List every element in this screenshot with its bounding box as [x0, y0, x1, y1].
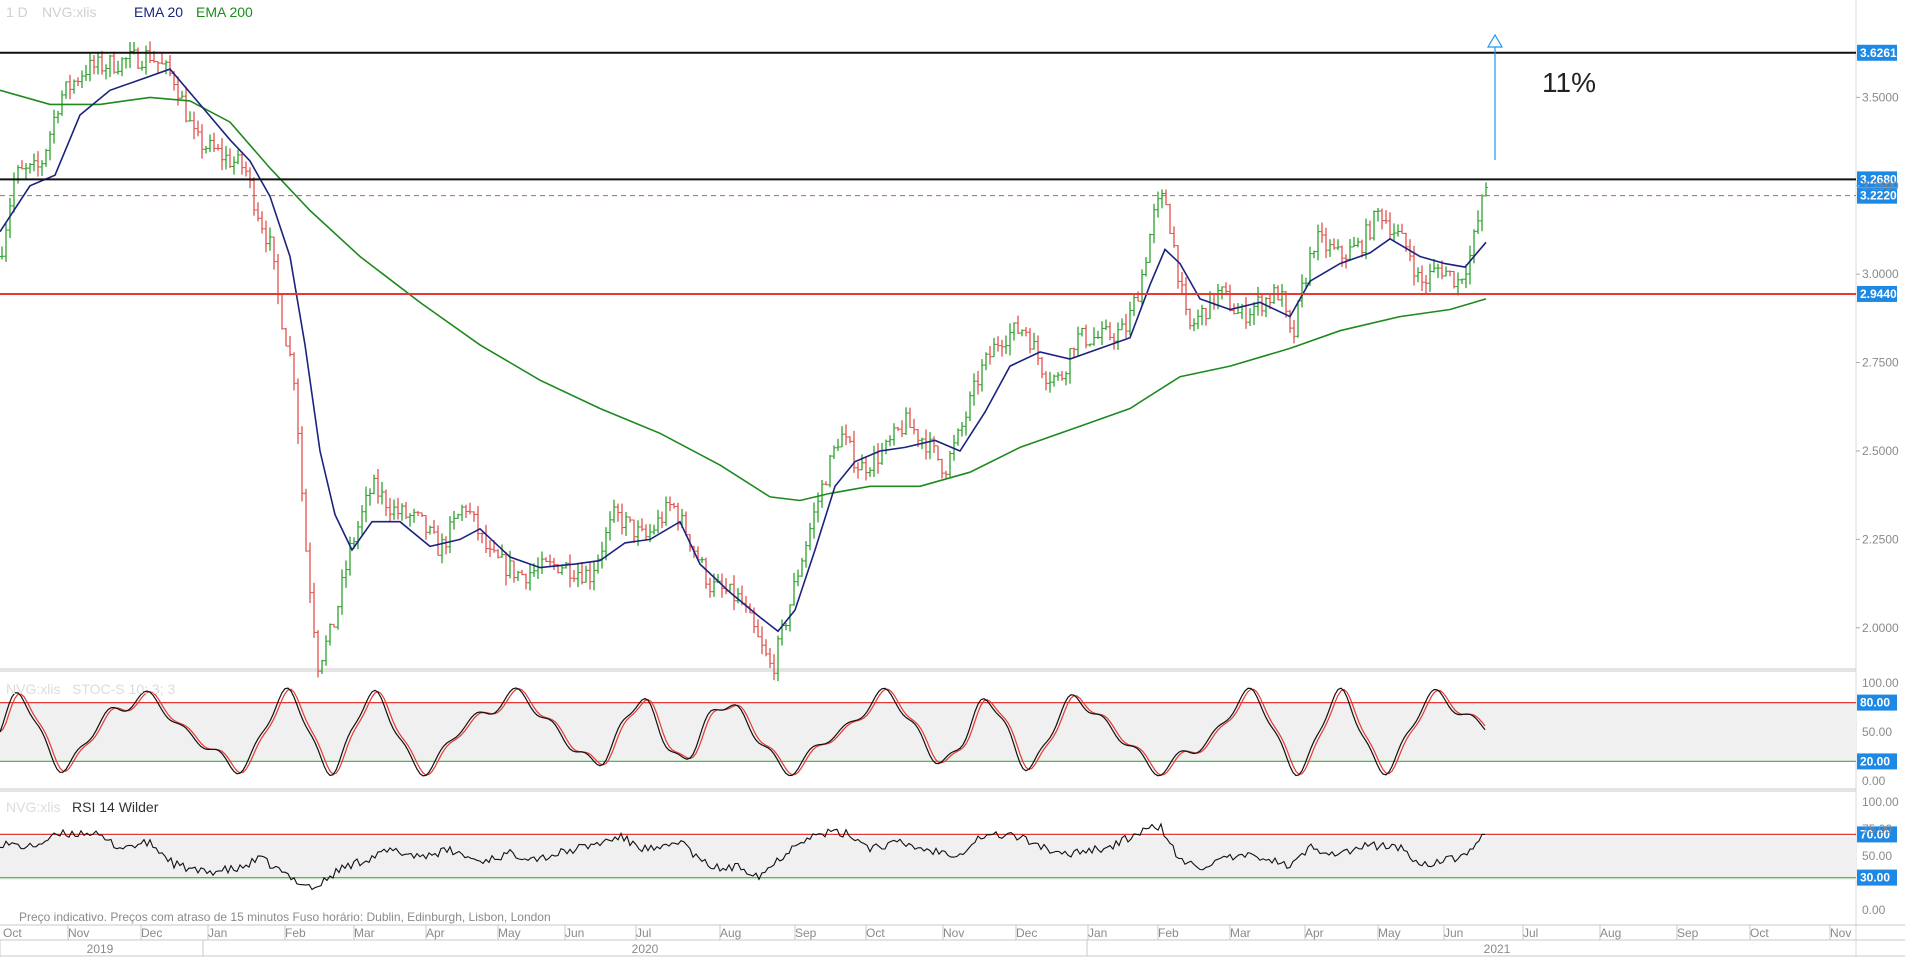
- price-tick-label: 2.0000: [1862, 621, 1899, 635]
- stoch-tick-label: 50.00: [1862, 725, 1892, 739]
- ema200-line: [0, 89, 1487, 502]
- rsi-badge: [1857, 869, 1897, 886]
- level-badge: [1857, 44, 1897, 61]
- rsi-panel: 70.00 30.00 100.00 75.00 50.00 0.00: [0, 795, 1899, 917]
- price-tick-label: 2.7500: [1862, 356, 1899, 370]
- rsi-badge-label: 70.00: [1860, 827, 1890, 841]
- month-label: Jul: [636, 926, 651, 940]
- stoch-band: [0, 703, 1856, 762]
- price-tick-label: 3.5000: [1862, 90, 1899, 104]
- year-label: 2021: [1484, 942, 1511, 956]
- month-label: Oct: [866, 926, 885, 940]
- month-label: Jul: [1523, 926, 1538, 940]
- stoch-badge-label: 80.00: [1860, 696, 1890, 710]
- month-label: Nov: [943, 926, 964, 940]
- month-label: Apr: [1305, 926, 1324, 940]
- stochastic-panel: 80.00 20.00 100.00 50.00 0.00: [0, 676, 1899, 788]
- month-label: Mar: [1230, 926, 1251, 940]
- level-badge-label: 2.9440: [1860, 287, 1897, 301]
- stoch-symbol: NVG:xlis: [6, 681, 60, 697]
- arrow-head-icon: [1486, 33, 1504, 48]
- time-axis: Oct Nov Dec Jan Feb Mar Apr May Jun Jul Aug Sep Oct N…: [0, 925, 1851, 956]
- month-label: May: [1378, 926, 1401, 940]
- rsi-symbol: NVG:xlis: [6, 799, 60, 815]
- month-label: Jan: [208, 926, 227, 940]
- rsi-tick-label: 0.00: [1862, 903, 1886, 917]
- month-label: Nov: [68, 926, 89, 940]
- month-label: Aug: [720, 926, 741, 940]
- footer-note: Preço indicativo. Preços com atraso de 1…: [19, 910, 551, 924]
- month-label: Aug: [1600, 926, 1621, 940]
- header-ema20: EMA 20: [134, 4, 183, 20]
- month-label: Feb: [1158, 926, 1179, 940]
- rsi-badge-label: 30.00: [1860, 871, 1890, 885]
- month-label: Jun: [1444, 926, 1463, 940]
- month-label: Oct: [1750, 926, 1769, 940]
- stoch-badge-label: 20.00: [1860, 754, 1890, 768]
- month-label: Dec: [1016, 926, 1037, 940]
- month-label: Sep: [1677, 926, 1699, 940]
- rsi-line: [0, 822, 1485, 891]
- rsi-band: [0, 837, 1856, 880]
- header-ema200: EMA 200: [196, 4, 253, 20]
- stoch-tick-label: 0.00: [1862, 774, 1886, 788]
- stoch-tick-label: 100.00: [1862, 676, 1899, 690]
- price-tick-label: 2.2500: [1862, 532, 1899, 546]
- stoch-d-line: [0, 688, 1486, 776]
- stoch-badge: [1857, 694, 1897, 711]
- price-tick-label: 2.5000: [1862, 444, 1899, 458]
- month-label: Apr: [426, 926, 445, 940]
- level-badge: [1857, 171, 1897, 188]
- year-label: 2019: [87, 942, 114, 956]
- month-label: Mar: [354, 926, 375, 940]
- rsi-badge: [1857, 826, 1897, 843]
- month-label: Dec: [141, 926, 162, 940]
- stoch-k-line: [0, 687, 1486, 777]
- stoch-badge: [1857, 753, 1897, 770]
- stoch-label: STOC-S 10; 3; 3: [72, 681, 175, 697]
- level-badge-label: 3.2680: [1860, 172, 1897, 186]
- ema20-line: [0, 68, 1487, 633]
- rsi-tick-label: 100.00: [1862, 795, 1899, 809]
- level-badge: [1857, 285, 1897, 302]
- level-badge-label: 3.2220: [1860, 189, 1897, 203]
- month-label: Jan: [1088, 926, 1107, 940]
- price-levels: 3.6261 3.2680 3.2220 2.9440: [0, 44, 1897, 302]
- rsi-tick-label: 75.00: [1862, 822, 1892, 836]
- annotation-percent: 11%: [1542, 67, 1596, 98]
- price-tick-label: 3.2500: [1862, 179, 1899, 193]
- level-badge-label: 3.6261: [1860, 46, 1897, 60]
- month-label: Sep: [795, 926, 817, 940]
- price-axis: 3.5000 3.2500 3.0000 2.7500 2.5000 2.2500 2.00…: [1856, 90, 1899, 635]
- month-label: May: [498, 926, 521, 940]
- header-symbol: NVG:xlis: [42, 4, 96, 20]
- level-badge: [1857, 187, 1897, 204]
- price-tick-label: 3.0000: [1862, 267, 1899, 281]
- header-interval: 1 D: [6, 4, 28, 20]
- month-label: Jun: [565, 926, 584, 940]
- month-label: Feb: [285, 926, 306, 940]
- rsi-label: RSI 14 Wilder: [72, 799, 159, 815]
- month-label: Oct: [3, 926, 22, 940]
- month-label: Nov: [1830, 926, 1851, 940]
- rsi-tick-label: 50.00: [1862, 849, 1892, 863]
- year-label: 2020: [632, 942, 659, 956]
